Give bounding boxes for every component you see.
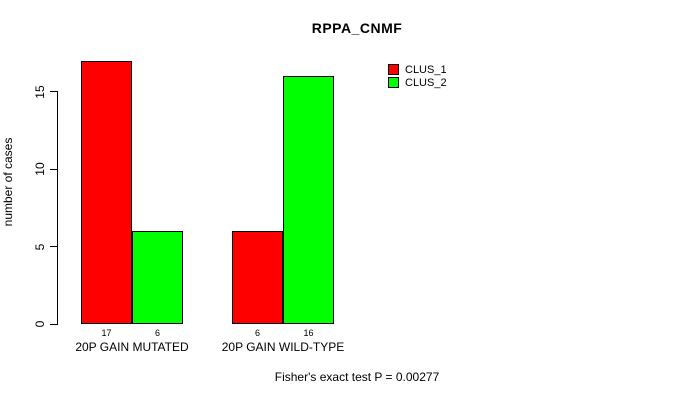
y-tick-mark-10 [50,168,57,170]
y-tick-mark-0 [50,323,57,325]
bar-value-label: 16 [303,328,314,338]
bar-clus_1-group2 [232,231,283,324]
category-label-group2: 20P GAIN WILD-TYPE [221,340,345,354]
legend-label-clus-2: CLUS_2 [405,76,447,89]
y-tick-mark-15 [50,91,57,93]
legend-swatch-clus-2 [388,77,399,88]
bar-value-label: 6 [254,328,260,338]
chart-title: RPPA_CNMF [311,20,403,36]
y-tick-mark-5 [50,246,57,248]
bar-value-label: 17 [101,328,112,338]
legend-item-clus-2: CLUS_2 [388,76,447,89]
bar-clus_2-group1 [132,231,183,324]
y-axis-line [57,91,58,325]
bar-clus_1-group1 [81,61,132,324]
legend: CLUS_1 CLUS_2 [388,63,447,89]
category-label-group1: 20P GAIN MUTATED [75,340,189,354]
fisher-test-annotation: Fisher's exact test P = 0.00277 [274,370,440,384]
legend-label-clus-1: CLUS_1 [405,63,447,76]
bar-clus_2-group2 [283,76,334,324]
legend-item-clus-1: CLUS_1 [388,63,447,76]
bar-value-label: 6 [154,328,160,338]
legend-swatch-clus-1 [388,64,399,75]
